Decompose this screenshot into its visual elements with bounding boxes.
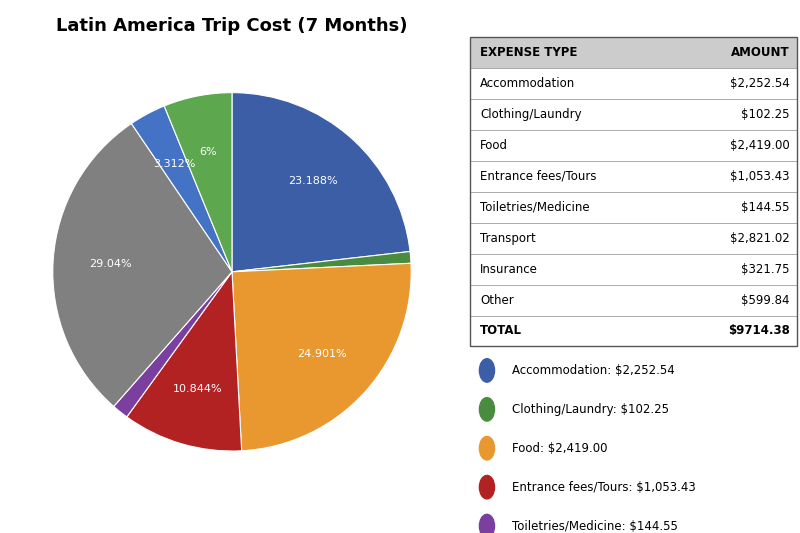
Circle shape [479, 398, 494, 421]
Bar [470, 68, 797, 99]
Text: Transport: Transport [480, 232, 536, 245]
Bar [470, 37, 797, 68]
Circle shape [479, 437, 494, 460]
Text: Entrance fees/Tours: Entrance fees/Tours [480, 170, 597, 183]
Text: Clothing/Laundry: $102.25: Clothing/Laundry: $102.25 [512, 403, 669, 416]
Text: $2,821.02: $2,821.02 [730, 232, 790, 245]
Text: 29.04%: 29.04% [89, 259, 132, 269]
Text: $102.25: $102.25 [741, 108, 790, 121]
Text: AMOUNT: AMOUNT [731, 46, 790, 59]
Bar [470, 99, 797, 130]
Text: 23.188%: 23.188% [288, 176, 338, 186]
Text: Toiletries/Medicine: Toiletries/Medicine [480, 201, 590, 214]
Text: Food: $2,419.00: Food: $2,419.00 [512, 442, 607, 455]
Wedge shape [127, 272, 242, 451]
Text: $321.75: $321.75 [741, 263, 790, 276]
Text: $9714.38: $9714.38 [728, 325, 790, 337]
Text: $599.84: $599.84 [741, 294, 790, 306]
Wedge shape [114, 272, 232, 417]
Bar [470, 37, 797, 346]
Circle shape [479, 514, 494, 533]
Text: $2,252.54: $2,252.54 [730, 77, 790, 90]
Bar [470, 192, 797, 223]
Text: $144.55: $144.55 [741, 201, 790, 214]
Text: 6%: 6% [200, 147, 218, 157]
Text: Insurance: Insurance [480, 263, 538, 276]
Wedge shape [53, 124, 232, 407]
Bar [470, 316, 797, 346]
Text: Accommodation: Accommodation [480, 77, 575, 90]
Text: EXPENSE TYPE: EXPENSE TYPE [480, 46, 578, 59]
Circle shape [479, 359, 494, 382]
Text: Clothing/Laundry: Clothing/Laundry [480, 108, 582, 121]
Text: 3.312%: 3.312% [154, 159, 196, 169]
Wedge shape [232, 93, 410, 272]
Bar [470, 161, 797, 192]
Circle shape [479, 475, 494, 499]
Bar [470, 254, 797, 285]
Text: 10.844%: 10.844% [173, 384, 222, 394]
Text: Toiletries/Medicine: $144.55: Toiletries/Medicine: $144.55 [512, 520, 678, 532]
Bar [470, 223, 797, 254]
Text: TOTAL: TOTAL [480, 325, 522, 337]
Title: Latin America Trip Cost (7 Months): Latin America Trip Cost (7 Months) [56, 17, 408, 35]
Bar [470, 285, 797, 316]
Wedge shape [232, 263, 411, 451]
Wedge shape [164, 93, 232, 272]
Text: Accommodation: $2,252.54: Accommodation: $2,252.54 [512, 364, 674, 377]
Text: $1,053.43: $1,053.43 [730, 170, 790, 183]
Bar [470, 130, 797, 161]
Text: 24.901%: 24.901% [298, 349, 347, 359]
Text: Other: Other [480, 294, 514, 306]
Text: Food: Food [480, 139, 508, 152]
Wedge shape [232, 252, 411, 272]
Text: Entrance fees/Tours: $1,053.43: Entrance fees/Tours: $1,053.43 [512, 481, 695, 494]
Wedge shape [131, 106, 232, 272]
Text: $2,419.00: $2,419.00 [730, 139, 790, 152]
